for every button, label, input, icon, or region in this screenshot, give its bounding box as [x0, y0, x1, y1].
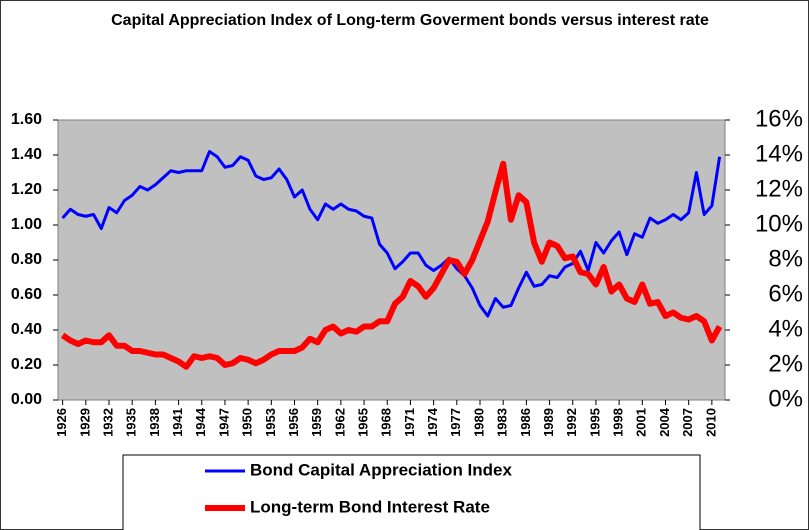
- x-tick-label: 1926: [54, 408, 69, 437]
- x-tick-label: 1965: [356, 408, 371, 437]
- x-tick-label: 1998: [611, 408, 626, 437]
- y2-tick-label: 16%: [755, 105, 803, 132]
- x-tick-label: 1950: [240, 408, 255, 437]
- x-tick-label: 1929: [77, 408, 92, 437]
- x-tick-label: 1980: [471, 408, 486, 437]
- x-tick-label: 1953: [263, 408, 278, 437]
- y-tick-label: 0.00: [11, 391, 42, 408]
- series-line: [61, 150, 722, 318]
- x-tick-label: 1986: [518, 408, 533, 437]
- y-tick-label: 1.40: [11, 146, 42, 163]
- y-tick-label: 0.60: [11, 286, 42, 303]
- legend-label: Bond Capital Appreciation Index: [250, 460, 512, 479]
- x-tick-label: 1983: [495, 408, 510, 437]
- x-tick-label: 2007: [680, 408, 695, 437]
- x-tick-label: 1974: [425, 407, 440, 437]
- y-tick-label: 1.00: [11, 216, 42, 233]
- y2-tick-label: 10%: [755, 210, 803, 237]
- x-tick-label: 1941: [170, 408, 185, 437]
- x-tick-label: 2004: [657, 407, 672, 437]
- chart-title: Capital Appreciation Index of Long-term …: [111, 12, 709, 29]
- x-tick-label: 1962: [332, 408, 347, 437]
- x-tick-label: 1968: [379, 408, 394, 437]
- x-tick-label: 1947: [216, 408, 231, 437]
- legend-label: Long-term Bond Interest Rate: [250, 497, 490, 516]
- y-tick-label: 0.80: [11, 251, 42, 268]
- y2-tick-label: 14%: [755, 140, 803, 167]
- x-tick-label: 1938: [147, 408, 162, 437]
- y2-tick-label: 2%: [768, 350, 803, 377]
- x-tick-label: 1956: [286, 408, 301, 437]
- y2-tick-label: 8%: [768, 245, 803, 272]
- y-tick-label: 1.60: [11, 111, 42, 128]
- x-tick-label: 1977: [448, 408, 463, 437]
- x-tick-label: 1944: [193, 407, 208, 437]
- x-tick-label: 1932: [100, 408, 115, 437]
- x-tick-label: 2010: [703, 408, 718, 437]
- y-tick-label: 0.40: [11, 321, 42, 338]
- y-tick-label: 1.20: [11, 181, 42, 198]
- legend-box: [122, 454, 701, 530]
- x-tick-label: 2001: [634, 408, 649, 437]
- x-tick-label: 1971: [402, 408, 417, 437]
- y-tick-label: 0.20: [11, 356, 42, 373]
- x-tick-label: 1995: [587, 408, 602, 437]
- x-tick-label: 1992: [564, 408, 579, 437]
- x-tick-label: 1989: [541, 408, 556, 437]
- series-line: [60, 160, 723, 370]
- y2-tick-label: 0%: [768, 385, 803, 412]
- y2-tick-label: 6%: [768, 280, 803, 307]
- y2-tick-label: 12%: [755, 175, 803, 202]
- y2-tick-label: 4%: [768, 315, 803, 342]
- x-tick-label: 1959: [309, 408, 324, 437]
- x-tick-label: 1935: [124, 408, 139, 437]
